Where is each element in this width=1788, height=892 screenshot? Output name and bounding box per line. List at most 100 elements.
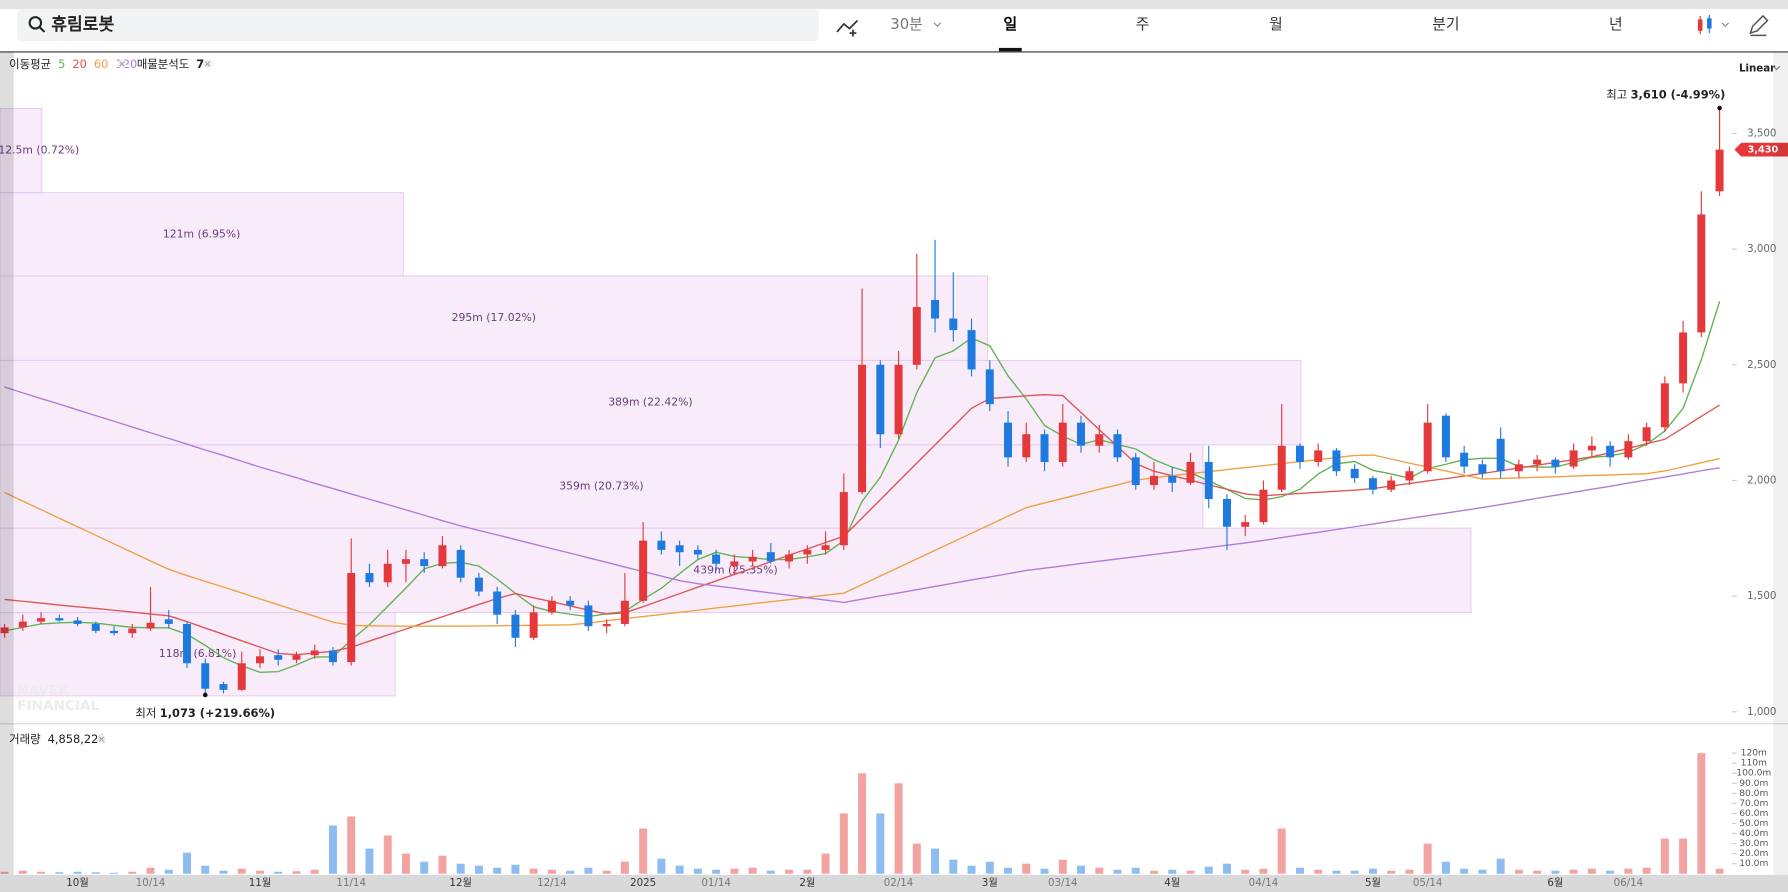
- volume-bar: [675, 865, 684, 874]
- volume-bar: [547, 869, 556, 874]
- candle-body: [1660, 383, 1669, 428]
- candle-body: [328, 650, 337, 663]
- candle-type-icon[interactable]: [1697, 14, 1730, 35]
- profile-band: [0, 107, 43, 194]
- interval-tab[interactable]: 분기: [1432, 16, 1459, 33]
- candle-body: [602, 623, 611, 627]
- y-tick-label: 70.0m: [1739, 799, 1768, 809]
- volume-bar: [639, 828, 648, 874]
- y-tick-label: 110m: [1741, 759, 1767, 769]
- volume-bar: [931, 848, 940, 874]
- candle-body: [511, 614, 520, 638]
- candle-body: [1314, 450, 1323, 462]
- volume-bar: [0, 871, 9, 874]
- candle-body: [1149, 475, 1158, 486]
- search-query[interactable]: 휴림로봇: [51, 14, 114, 35]
- volume-bar: [529, 868, 538, 874]
- candle-body: [91, 623, 100, 631]
- watermark: FINANCIAL: [17, 698, 100, 714]
- candle-body: [493, 591, 502, 615]
- extreme-label: 최고 3,610 (-4.99%): [1606, 87, 1725, 101]
- candle-body: [1077, 422, 1086, 446]
- candle-body: [1058, 422, 1067, 462]
- y-tick-label: 2,500: [1747, 359, 1776, 371]
- indicator-icon[interactable]: [836, 19, 859, 37]
- candle-body: [931, 300, 940, 319]
- x-tick-label: 3월: [982, 877, 998, 889]
- y-tick-label: 120m: [1741, 749, 1767, 759]
- volume-bar: [438, 855, 447, 874]
- candle-body: [1715, 149, 1724, 192]
- candle-body: [1697, 214, 1706, 333]
- candle-body: [1186, 461, 1195, 483]
- candle-body: [1168, 475, 1177, 483]
- volume-bar: [18, 870, 27, 874]
- y-tick-label: 20.0m: [1739, 849, 1768, 859]
- bottom-margin: [0, 874, 1788, 892]
- candle-body: [1332, 450, 1341, 472]
- volume-bar: [383, 835, 392, 874]
- volume-bar: [1040, 868, 1049, 874]
- candle-body: [785, 554, 794, 562]
- volume-bar: [821, 853, 830, 874]
- x-tick-label: 06/14: [1614, 877, 1644, 889]
- volume-bar: [730, 868, 739, 874]
- x-tick-label: 12/14: [537, 877, 567, 889]
- candle-body: [547, 600, 556, 613]
- candle-body: [1113, 434, 1122, 458]
- volume-bar: [1387, 870, 1396, 874]
- candle-body: [1095, 434, 1104, 446]
- volume-bar: [657, 858, 666, 874]
- profile-legend-close[interactable]: [202, 59, 213, 69]
- candle-body: [1441, 415, 1450, 458]
- volume-bar: [493, 867, 502, 874]
- scale-mode[interactable]: Linear: [1739, 62, 1776, 74]
- interval-tab[interactable]: 년: [1609, 16, 1623, 33]
- volume-bar: [1077, 865, 1086, 874]
- ma-legend: 이동평균 5 20 60 120: [9, 56, 137, 70]
- candle-body: [310, 650, 319, 656]
- x-tick-label: 10/14: [136, 877, 166, 889]
- candle-body: [1204, 461, 1213, 499]
- interval-tab[interactable]: 일: [1003, 16, 1017, 33]
- profile-label: 295m (17.02%): [452, 311, 536, 324]
- volume-bar: [292, 871, 301, 874]
- profile-label: 118m (6.81%): [159, 647, 237, 660]
- candle-body: [438, 545, 447, 567]
- ma-line: [4, 386, 1720, 604]
- y-tick-label: 1,500: [1747, 590, 1776, 602]
- volume-bar: [1241, 869, 1250, 874]
- candles: [0, 107, 1724, 695]
- volume-legend-close[interactable]: [96, 734, 107, 744]
- volume-bar: [1642, 867, 1651, 874]
- profile-label: 359m (20.73%): [559, 479, 643, 492]
- x-tick-label: 5월: [1365, 877, 1381, 889]
- interval-tab[interactable]: 30분: [890, 16, 922, 33]
- interval-tab[interactable]: 월: [1269, 16, 1283, 33]
- x-tick-label: 04/14: [1249, 877, 1279, 889]
- candle-body: [876, 364, 885, 435]
- x-tick-label: 11/14: [336, 877, 366, 889]
- search-box[interactable]: [17, 9, 819, 42]
- volume-bar: [1441, 861, 1450, 874]
- last-price-tag: [1734, 142, 1788, 157]
- candle-body: [1533, 459, 1542, 465]
- candle-body: [766, 552, 775, 562]
- candle-body: [1514, 464, 1523, 472]
- ma-line: [4, 454, 1720, 627]
- candle-body: [219, 684, 228, 690]
- y-tick-label: 30.0m: [1739, 839, 1768, 849]
- candle-body: [566, 600, 575, 606]
- volume-bar: [73, 871, 82, 874]
- draw-icon[interactable]: [1749, 14, 1769, 37]
- candle-body: [839, 492, 848, 546]
- y-tick-label: 40.0m: [1739, 829, 1768, 839]
- volume-bar: [566, 870, 575, 874]
- search-icon-handle: [39, 26, 46, 33]
- volume-bar: [1587, 868, 1596, 874]
- candle-body: [401, 559, 410, 564]
- volume-bar: [255, 870, 264, 874]
- interval-tab[interactable]: 주: [1136, 16, 1150, 33]
- x-tick-label: 11월: [249, 877, 271, 889]
- ma-legend-close[interactable]: [117, 59, 127, 69]
